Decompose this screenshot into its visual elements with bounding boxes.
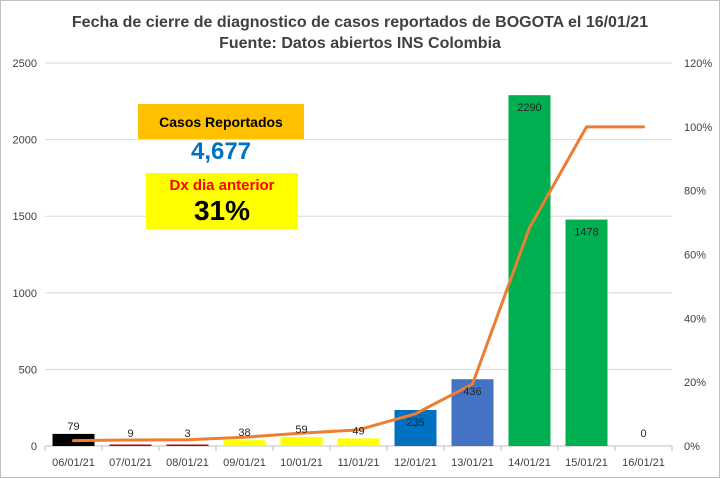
x-tick-label: 13/01/21	[451, 457, 494, 469]
x-tick-label: 16/01/21	[622, 457, 665, 469]
bar	[394, 409, 437, 446]
bar-value-label: 9	[127, 428, 133, 440]
line-layer	[72, 125, 645, 443]
y-tick-label: 1500	[13, 211, 37, 223]
y2-tick-label: 120%	[684, 58, 712, 70]
line-point	[415, 413, 416, 415]
y2-tick-label: 20%	[684, 377, 706, 389]
y-tick-label: 500	[19, 364, 37, 376]
line-point	[244, 436, 245, 438]
bar	[223, 440, 266, 446]
x-tick-label: 07/01/21	[109, 457, 152, 469]
bar-value-label: 1478	[574, 227, 598, 239]
y-tick-label: 0	[31, 441, 37, 453]
bar-value-label: 2290	[517, 102, 541, 114]
bar-value-label: 59	[295, 424, 307, 436]
line-point	[301, 432, 302, 434]
label-layer: 79 9 3 38 59 49 235 436 2290 1478 0	[67, 102, 646, 440]
line-point	[187, 439, 188, 441]
dx-dia-anterior-value: 31%	[193, 195, 251, 226]
line-point	[529, 227, 530, 229]
dx-dia-anterior-box: Dx dia anterior 31%	[146, 173, 298, 229]
casos-reportados-box: Casos Reportados	[138, 104, 304, 139]
bar-value-label: 0	[640, 428, 646, 440]
bar-layer	[52, 95, 608, 446]
bar-value-label: 436	[463, 386, 481, 398]
line-point	[73, 440, 74, 442]
bar	[109, 444, 152, 446]
line-point	[130, 439, 131, 441]
casos-reportados-label: Casos Reportados	[159, 113, 283, 130]
x-tick-label: 14/01/21	[508, 457, 551, 469]
y2-tick-label: 80%	[684, 186, 706, 198]
bar	[565, 219, 608, 446]
bar	[166, 444, 209, 446]
y2-tick-label: 0%	[684, 441, 700, 453]
x-tick-label: 11/01/21	[337, 457, 379, 469]
x-tick-label: 09/01/21	[223, 457, 266, 469]
casos-reportados-value: 4,677	[190, 138, 252, 165]
chart-title: Fecha de cierre de diagnostico de casos …	[71, 14, 649, 52]
y-tick-label: 2500	[13, 58, 37, 70]
bar-value-label: 38	[238, 427, 250, 439]
line-point	[643, 126, 644, 128]
y2-tick-label: 40%	[684, 313, 706, 325]
y2-tick-label: 60%	[684, 250, 706, 262]
bar-value-label: 3	[184, 428, 190, 440]
x-tick-label: 10/01/21	[280, 457, 323, 469]
bar	[337, 438, 380, 446]
bar-value-label: 235	[406, 417, 424, 429]
x-tick-label: 06/01/21	[52, 457, 95, 469]
bar-value-label: 79	[67, 421, 79, 433]
bar	[508, 95, 551, 446]
axis-layer: 0 500 1000 1500 2000 2500 0% 20% 40% 60% 80% 100% 12…	[13, 58, 713, 469]
x-tick-label: 08/01/21	[166, 457, 209, 469]
y2-tick-label: 100%	[684, 122, 712, 134]
bar	[280, 436, 323, 446]
line-point	[472, 383, 473, 385]
x-tick-label: 15/01/21	[565, 457, 608, 469]
line-point	[586, 126, 587, 128]
y-tick-label: 2000	[13, 135, 37, 147]
bar-value-label: 49	[352, 425, 364, 437]
y-tick-label: 1000	[13, 288, 37, 300]
line-point	[358, 429, 359, 431]
x-tick-label: 12/01/21	[394, 457, 437, 469]
dx-dia-anterior-label: Dx dia anterior	[169, 177, 275, 194]
